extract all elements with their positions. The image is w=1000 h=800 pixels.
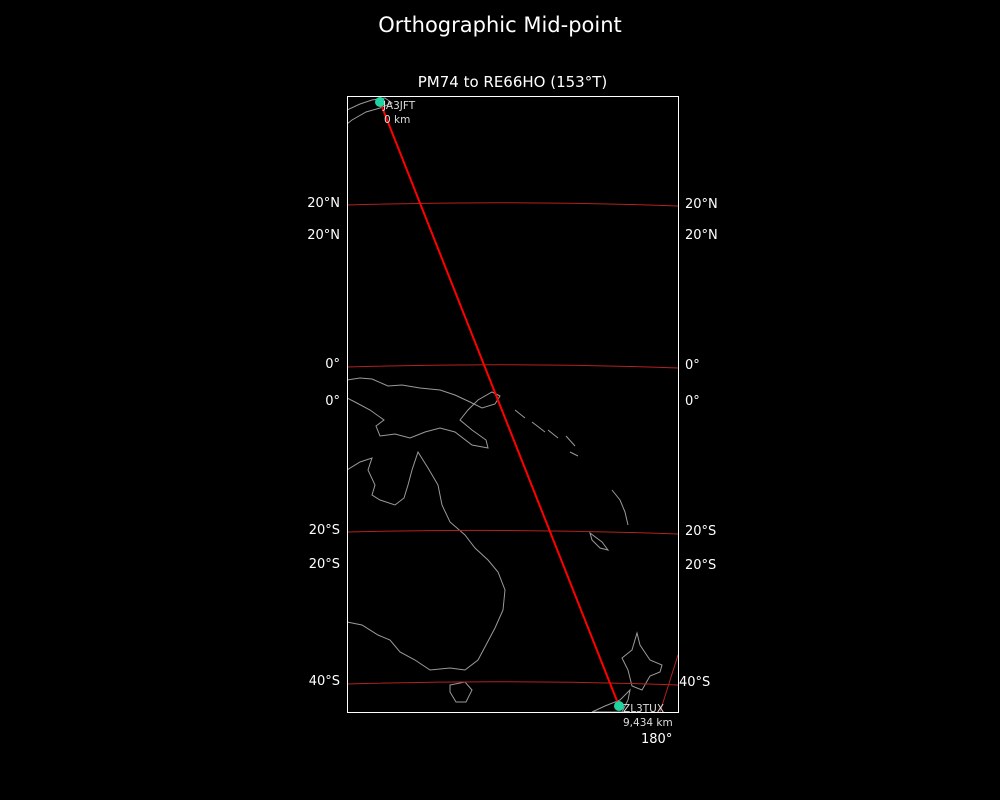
coastline-australia [347, 450, 506, 671]
meridian-180 [659, 654, 678, 712]
coastline-new-guinea [347, 377, 501, 449]
lat-label-left: 20°S [308, 523, 340, 538]
gridline-20s [347, 529, 678, 535]
map-title: PM74 to RE66HO (153°T) [417, 73, 608, 91]
lat-label-left: 40°S [308, 674, 340, 689]
coastline-new-zealand-south [591, 688, 631, 712]
gridline-40s [347, 681, 678, 686]
lon-label: 180° [641, 732, 673, 747]
figure-title: Orthographic Mid-point [378, 13, 622, 37]
lat-label-right: 40°S [679, 675, 711, 690]
lat-label-right: 20°S [685, 524, 717, 539]
gridline-equator [347, 364, 678, 369]
coastline-tasmania [449, 681, 473, 703]
gridline-20n [347, 202, 678, 207]
lat-label-right: 20°N [685, 228, 718, 243]
lat-label-left: 0° [325, 357, 340, 372]
start-marker[interactable] [375, 97, 385, 107]
end-callsign: ZL3TUX [623, 703, 665, 715]
lat-label-right: 20°S [685, 558, 717, 573]
coastline-new-caledonia [589, 531, 610, 551]
lat-label-left: 20°S [308, 557, 340, 572]
end-distance: 9,434 km [623, 717, 673, 729]
start-callsign: JA3JFT [383, 100, 416, 112]
coastline-new-zealand-north [621, 631, 663, 691]
end-marker[interactable] [614, 701, 624, 711]
coastline-japan [347, 97, 394, 125]
lat-label-left: 20°N [307, 228, 340, 243]
lat-label-right: 20°N [685, 197, 718, 212]
great-circle-path [379, 101, 620, 707]
lat-label-right: 0° [685, 358, 700, 373]
lat-label-left: 20°N [307, 196, 340, 211]
coastline-solomons [514, 409, 579, 457]
start-distance: 0 km [384, 114, 411, 126]
map-frame [347, 96, 679, 713]
coastline-vanuatu [611, 489, 629, 526]
lat-label-left: 0° [325, 394, 340, 409]
lat-label-right: 0° [685, 394, 700, 409]
